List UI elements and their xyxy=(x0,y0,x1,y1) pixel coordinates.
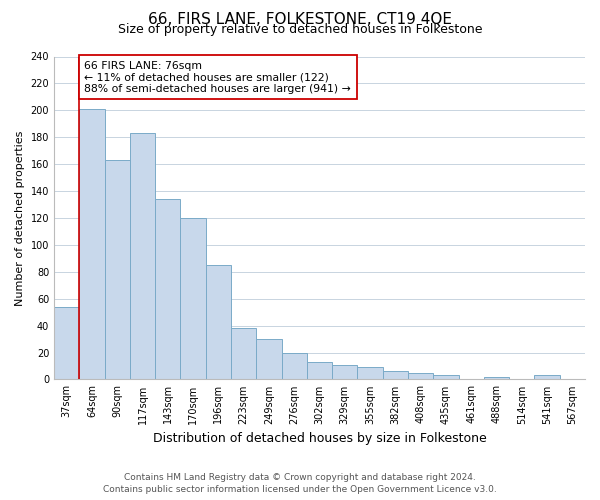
Bar xyxy=(332,364,358,380)
Y-axis label: Number of detached properties: Number of detached properties xyxy=(15,130,25,306)
Bar xyxy=(484,376,509,380)
Bar xyxy=(54,307,79,380)
Bar xyxy=(181,218,206,380)
Bar xyxy=(104,160,130,380)
Bar xyxy=(358,368,383,380)
X-axis label: Distribution of detached houses by size in Folkestone: Distribution of detached houses by size … xyxy=(152,432,487,445)
Text: Size of property relative to detached houses in Folkestone: Size of property relative to detached ho… xyxy=(118,23,482,36)
Bar xyxy=(155,199,181,380)
Bar xyxy=(281,352,307,380)
Text: 66, FIRS LANE, FOLKESTONE, CT19 4QE: 66, FIRS LANE, FOLKESTONE, CT19 4QE xyxy=(148,12,452,26)
Bar xyxy=(130,133,155,380)
Bar xyxy=(206,265,231,380)
Bar xyxy=(231,328,256,380)
Bar xyxy=(433,376,458,380)
Bar xyxy=(256,339,281,380)
Text: Contains HM Land Registry data © Crown copyright and database right 2024.
Contai: Contains HM Land Registry data © Crown c… xyxy=(103,472,497,494)
Text: 66 FIRS LANE: 76sqm
← 11% of detached houses are smaller (122)
88% of semi-detac: 66 FIRS LANE: 76sqm ← 11% of detached ho… xyxy=(85,60,351,94)
Bar xyxy=(535,376,560,380)
Bar xyxy=(307,362,332,380)
Bar xyxy=(408,372,433,380)
Bar xyxy=(383,372,408,380)
Bar xyxy=(79,109,104,380)
